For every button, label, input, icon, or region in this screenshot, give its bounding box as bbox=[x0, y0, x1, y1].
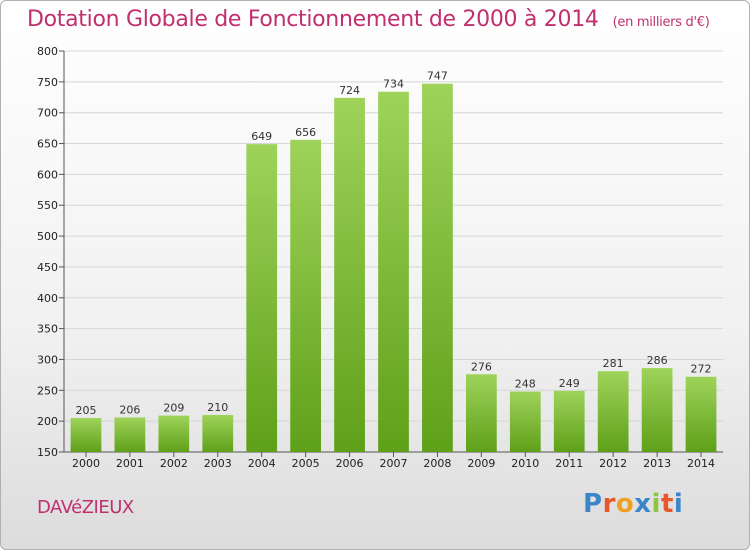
bar bbox=[290, 139, 322, 453]
bar-value-label: 205 bbox=[75, 404, 96, 417]
y-tick-label: 550 bbox=[37, 199, 58, 212]
logo-letter: x bbox=[634, 489, 652, 519]
x-tick-label: 2004 bbox=[248, 457, 276, 470]
bar bbox=[70, 418, 102, 452]
x-tick-label: 2000 bbox=[72, 457, 100, 470]
bar bbox=[422, 83, 453, 452]
y-tick-label: 350 bbox=[37, 323, 58, 336]
x-tick-label: 2013 bbox=[643, 457, 671, 470]
logo-letter: P bbox=[583, 489, 603, 519]
chart-title: Dotation Globale de Fonctionnement de 20… bbox=[27, 7, 710, 32]
y-tick-label: 600 bbox=[37, 168, 58, 181]
logo-letter: i bbox=[673, 489, 684, 519]
bar-value-label: 248 bbox=[515, 378, 536, 391]
bar-value-label: 209 bbox=[163, 402, 184, 415]
y-tick-label: 300 bbox=[37, 353, 58, 366]
x-tick-label: 2003 bbox=[204, 457, 232, 470]
x-tick-label: 2012 bbox=[599, 457, 627, 470]
x-tick-label: 2014 bbox=[687, 457, 715, 470]
bar-value-label: 649 bbox=[251, 130, 272, 143]
bar-value-label: 272 bbox=[691, 363, 712, 376]
x-tick-label: 2002 bbox=[160, 457, 188, 470]
x-tick-label: 2005 bbox=[292, 457, 320, 470]
bar bbox=[597, 371, 629, 452]
logo-letter: t bbox=[660, 489, 674, 519]
bars bbox=[70, 83, 717, 453]
logo-letter: i bbox=[651, 489, 661, 519]
bar bbox=[158, 415, 190, 452]
y-tick-label: 250 bbox=[37, 384, 58, 397]
x-tick-label: 2001 bbox=[116, 457, 144, 470]
bar bbox=[246, 144, 278, 452]
bar-value-label: 286 bbox=[647, 354, 668, 367]
bar-value-label: 724 bbox=[339, 84, 360, 97]
chart-unit: (en milliers d'€) bbox=[612, 15, 710, 30]
x-tick-label: 2007 bbox=[380, 457, 408, 470]
commune-name: DAVéZIEUX bbox=[37, 497, 134, 518]
x-tick-label: 2009 bbox=[467, 457, 495, 470]
y-tick-label: 800 bbox=[37, 45, 58, 58]
bar bbox=[114, 417, 146, 452]
x-tick-label: 2010 bbox=[511, 457, 539, 470]
bar-value-label: 281 bbox=[603, 357, 624, 370]
bar bbox=[202, 414, 234, 452]
data-labels: 205 206 209 210 649 656 724 734 747 276 248 249 281 2… bbox=[75, 70, 711, 417]
axes: 150 200 250 300 350 400 450 500 550 600 650 700 750 8… bbox=[37, 45, 723, 470]
chart-title-text: Dotation Globale de Fonctionnement de 20… bbox=[27, 7, 599, 32]
bar bbox=[334, 97, 365, 452]
y-tick-label: 400 bbox=[37, 292, 58, 305]
y-tick-label: 650 bbox=[37, 138, 58, 151]
logo-letter: r bbox=[602, 489, 616, 519]
bar bbox=[553, 390, 585, 452]
bar bbox=[641, 368, 673, 452]
y-tick-label: 150 bbox=[37, 446, 58, 459]
bar-value-label: 276 bbox=[471, 360, 492, 373]
bar-value-label: 206 bbox=[119, 403, 140, 416]
y-tick-label: 750 bbox=[37, 76, 58, 89]
y-tick-label: 700 bbox=[37, 107, 58, 120]
bar-value-label: 747 bbox=[427, 70, 448, 83]
logo-letter: o bbox=[615, 489, 635, 519]
bar-value-label: 656 bbox=[295, 126, 316, 139]
x-tick-label: 2006 bbox=[336, 457, 364, 470]
bar-value-label: 249 bbox=[559, 377, 580, 390]
bar-value-label: 734 bbox=[383, 78, 404, 91]
y-tick-label: 450 bbox=[37, 261, 58, 274]
y-tick-label: 200 bbox=[37, 415, 58, 428]
x-tick-label: 2011 bbox=[555, 457, 583, 470]
proxiti-logo[interactable]: Proxiti bbox=[583, 489, 683, 519]
x-tick-label: 2008 bbox=[423, 457, 451, 470]
bar bbox=[509, 391, 541, 452]
bar bbox=[685, 376, 717, 452]
y-tick-label: 500 bbox=[37, 230, 58, 243]
bar-value-label: 210 bbox=[207, 401, 228, 414]
bar bbox=[378, 91, 409, 453]
bar bbox=[465, 374, 497, 452]
